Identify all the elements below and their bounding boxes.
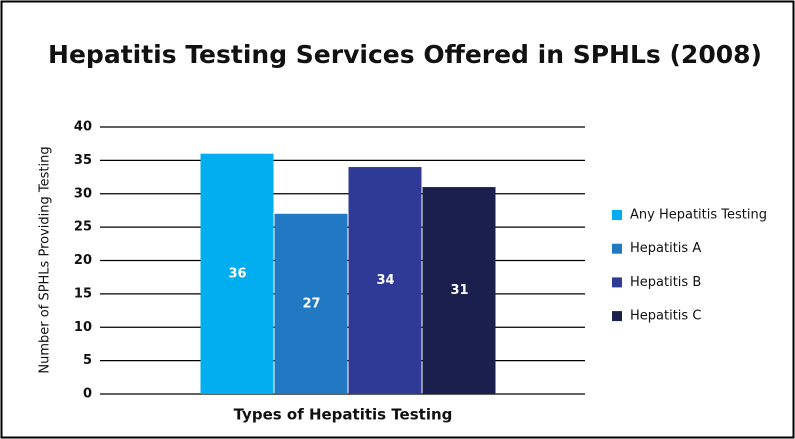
bar [348, 167, 422, 394]
y-tick-label: 30 [74, 186, 92, 201]
legend-swatch [612, 311, 622, 322]
legend-swatch [612, 277, 622, 288]
legend-label: Hepatitis B [630, 275, 701, 290]
bar [200, 153, 274, 394]
y-tick-label: 15 [74, 286, 92, 301]
data-label: 31 [450, 283, 468, 298]
y-tick-label: 40 [74, 120, 92, 135]
y-tick-label: 5 [83, 353, 92, 368]
legend-swatch [612, 210, 622, 220]
y-tick-label: 0 [83, 387, 92, 402]
x-axis-label: Types of Hepatitis Testing [234, 406, 453, 424]
chart-title: Hepatitis Testing Services Offered in SP… [48, 40, 762, 69]
bar [274, 213, 348, 394]
data-label: 36 [228, 266, 246, 281]
y-tick-label: 25 [74, 220, 92, 235]
y-axis-label: Number of SPHLs Providing Testing [38, 146, 53, 373]
legend-swatch [612, 243, 622, 254]
legend-label: Hepatitis A [630, 241, 701, 256]
y-tick-label: 10 [74, 320, 92, 335]
data-label: 34 [376, 273, 394, 288]
legend-label: Hepatitis C [630, 309, 701, 324]
bar [422, 187, 496, 394]
y-tick-label: 20 [74, 253, 92, 268]
legend-label: Any Hepatitis Testing [630, 208, 767, 223]
data-label: 27 [302, 296, 320, 311]
y-tick-label: 35 [74, 153, 92, 168]
